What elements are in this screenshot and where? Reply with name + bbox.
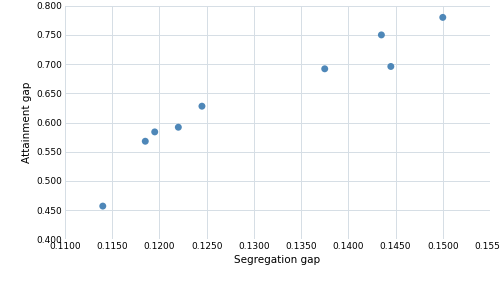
Y-axis label: Attainment gap: Attainment gap (22, 82, 32, 163)
Point (99, 204, 107, 208)
Point (198, 104, 206, 109)
Point (387, 64, 395, 69)
Point (142, 139, 150, 144)
Point (150, 130, 158, 134)
Point (320, 66, 328, 71)
X-axis label: Segregation gap: Segregation gap (234, 255, 320, 265)
Point (174, 125, 182, 129)
Point (378, 32, 386, 37)
Point (439, 15, 447, 20)
